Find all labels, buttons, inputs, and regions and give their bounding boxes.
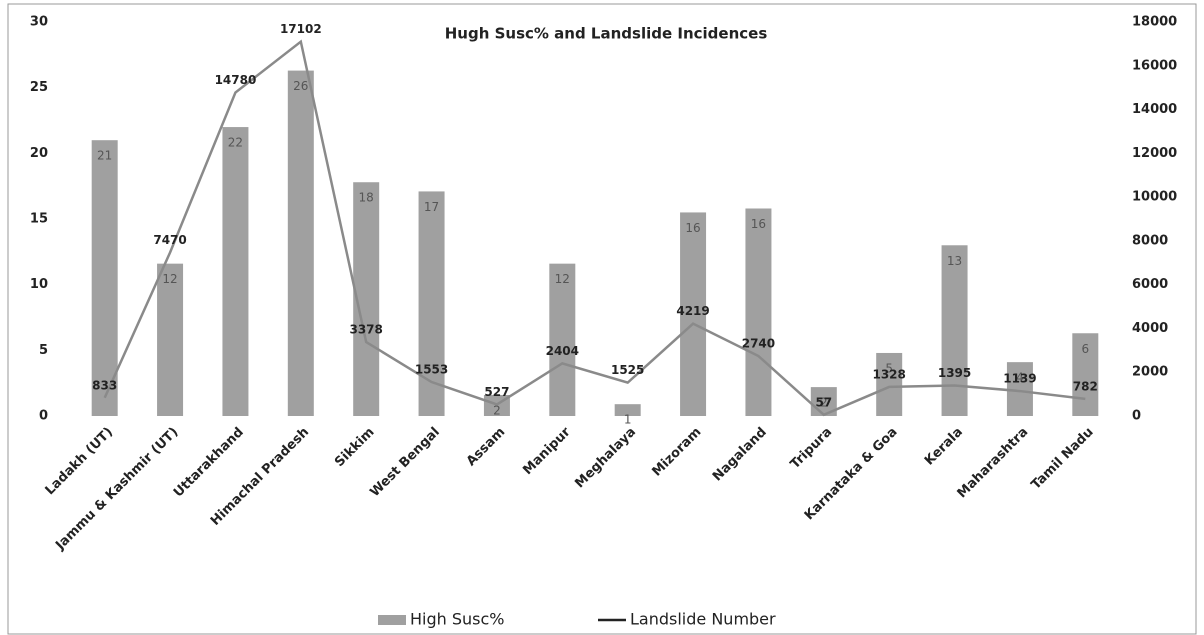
legend-swatch (378, 615, 406, 625)
bar-value-label: 2 (820, 396, 828, 410)
bar (1072, 333, 1099, 416)
x-tick-label: Assam (464, 425, 508, 469)
y-tick-label: 20 (30, 146, 48, 161)
bar (91, 140, 118, 416)
x-tick-label: Sikkim (332, 425, 377, 470)
bar-value-label: 4 (1016, 371, 1024, 385)
line-value-label: 4219 (676, 304, 709, 318)
line-value-label: 1139 (1003, 372, 1036, 386)
x-tick-label: West Bengal (367, 425, 442, 500)
chart-title: Hugh Susc% and Landslide Incidences (445, 25, 768, 43)
bar-value-label: 2 (493, 403, 501, 417)
x-tick-label: Kerala (922, 425, 966, 469)
bar-value-label: 16 (751, 217, 766, 231)
line-value-label: 833 (92, 378, 117, 392)
x-tick-label: Manipur (520, 424, 574, 478)
line-value-label: 14780 (215, 73, 257, 87)
y2-tick-label: 4000 (1132, 321, 1168, 336)
bar-value-label: 17 (424, 200, 439, 214)
bar-value-label: 13 (947, 254, 962, 268)
bar-value-label: 1 (624, 413, 632, 427)
bar (876, 352, 903, 416)
line-value-label: 7470 (153, 233, 186, 247)
x-tick-label: Maharashtra (955, 425, 1032, 502)
line-value-label: 57 (815, 395, 832, 409)
bar (222, 127, 249, 417)
line-value-label: 1525 (611, 363, 644, 377)
y-tick-label: 10 (30, 277, 48, 292)
bar (549, 263, 576, 416)
line-value-label: 782 (1073, 379, 1098, 393)
line-value-label: 1553 (415, 363, 448, 377)
y2-tick-label: 18000 (1132, 15, 1177, 30)
y2-tick-label: 0 (1132, 409, 1141, 424)
line-value-label: 3378 (349, 323, 382, 337)
legend-label: Landslide Number (630, 610, 776, 629)
line (103, 39, 1086, 417)
y2-tick-label: 8000 (1132, 233, 1168, 248)
bar-value-label: 6 (1081, 342, 1089, 356)
line-value-label: 2404 (546, 344, 579, 358)
bar (157, 263, 184, 416)
y2-tick-label: 12000 (1132, 146, 1177, 161)
y-tick-label: 30 (30, 15, 48, 30)
y-tick-label: 25 (30, 80, 48, 95)
bar (680, 212, 707, 416)
bar-value-label: 12 (555, 272, 570, 286)
x-tick-label: Tamil Nadu (1029, 425, 1097, 493)
x-tick-label: Ladakh (UT) (43, 425, 116, 498)
bar-value-label: 21 (97, 149, 112, 163)
y-tick-label: 5 (39, 343, 48, 358)
line-value-label: 1328 (872, 367, 905, 381)
line-value-label: 2740 (742, 337, 775, 351)
bar (745, 208, 772, 416)
bar-value-label: 22 (228, 136, 243, 150)
x-tick-label: Jammu & Kashmir (UT) (52, 425, 181, 554)
bar-value-label: 18 (359, 191, 374, 205)
legend-label: High Susc% (410, 610, 505, 629)
bar-value-label: 26 (293, 79, 308, 93)
bar (941, 245, 968, 416)
bar-value-label: 12 (162, 272, 177, 286)
x-tick-label: Uttarakhand (171, 425, 247, 501)
y2-tick-label: 14000 (1132, 102, 1177, 117)
bar (418, 191, 445, 416)
bar-value-label: 16 (685, 221, 700, 235)
line-value-label: 17102 (280, 22, 322, 36)
bar (614, 404, 641, 416)
y2-tick-label: 16000 (1132, 58, 1177, 73)
line-value-label: 1395 (938, 366, 971, 380)
y2-tick-label: 10000 (1132, 190, 1177, 205)
frame (7, 3, 1197, 635)
x-tick-label: Mizoram (649, 425, 704, 480)
bar (287, 70, 314, 417)
y2-tick-label: 6000 (1132, 277, 1168, 292)
x-tick-label: Meghalaya (572, 425, 639, 492)
x-tick-label: Nagaland (710, 425, 770, 485)
y-tick-label: 15 (30, 212, 48, 227)
y-tick-label: 0 (39, 409, 48, 424)
x-tick-label: Tripura (788, 425, 835, 472)
y2-tick-label: 2000 (1132, 365, 1168, 380)
line-value-label: 527 (484, 385, 509, 399)
bar-value-label: 5 (885, 361, 893, 375)
